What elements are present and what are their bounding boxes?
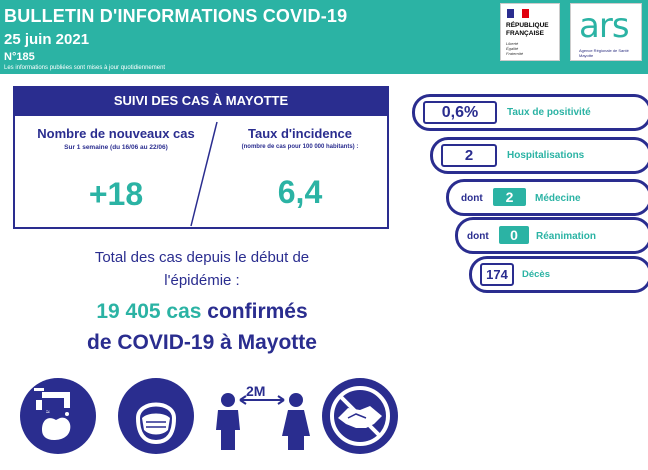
svg-text:≈: ≈ (46, 409, 50, 416)
deces-value: 174 (480, 263, 514, 286)
suivi-cas-panel: SUIVI DES CAS À MAYOTTE Nombre de nouvea… (13, 86, 389, 229)
confirmed-cases: 19 405 cas confirmés de COVID-19 à Mayot… (87, 300, 317, 354)
medecine-value: 2 (493, 188, 526, 206)
social-distance-icon: 2M (212, 378, 312, 456)
distance-label: 2M (246, 383, 265, 399)
bulletin-date: 25 juin 2021 (4, 31, 90, 48)
medecine-label: Médecine (535, 193, 581, 204)
total-cases-text: Total des cas depuis le début de l'épidé… (94, 249, 310, 289)
republique-francaise-logo: RÉPUBLIQUE FRANÇAISE Liberté Égalité Fra… (500, 3, 560, 61)
no-handshake-icon (322, 378, 398, 454)
french-flag-icon (507, 9, 529, 18)
new-cases-label: Nombre de nouveaux cas (37, 126, 195, 141)
positivity-label: Taux de positivité (507, 107, 591, 118)
medecine-pill: dont 2 Médecine (446, 179, 648, 216)
ars-logo: ars Agence Régionale de Santé Mayotte (570, 3, 642, 61)
deces-pill: 174 Décès (469, 256, 648, 293)
face-mask-icon (118, 378, 194, 454)
incidence-label: Taux d'incidence (248, 126, 352, 141)
incidence-sub: (nombre de cas pour 100 000 habitants) : (241, 144, 359, 150)
reanimation-pill: dont 0 Réanimation (455, 217, 648, 254)
bulletin-number: N°185 (4, 51, 35, 63)
positivity-pill: 0,6% Taux de positivité (412, 94, 648, 131)
hospital-value: 2 (441, 144, 497, 167)
reanimation-label: Réanimation (536, 231, 597, 242)
confirmed-count: 19 405 cas (96, 300, 202, 323)
hand-washing-icon: ≈ (20, 378, 96, 454)
suivi-banner: SUIVI DES CAS À MAYOTTE (13, 86, 389, 116)
medecine-dont: dont (461, 193, 483, 204)
hospital-label: Hospitalisations (507, 150, 585, 161)
bulletin-title: BULLETIN D'INFORMATIONS COVID-19 (4, 6, 348, 26)
panel-divider (190, 121, 218, 227)
bulletin-note: Les informations publiées sont mises à j… (4, 65, 166, 71)
new-cases-period: Sur 1 semaine (du 16/06 au 22/06) (64, 144, 168, 151)
hospital-pill: 2 Hospitalisations (430, 137, 648, 174)
header-banner: BULLETIN D'INFORMATIONS COVID-19 25 juin… (0, 0, 648, 74)
reanimation-dont: dont (467, 231, 489, 242)
reanimation-value: 0 (499, 226, 529, 244)
incidence-value: 6,4 (277, 174, 323, 210)
deces-label: Décès (522, 269, 550, 280)
new-cases-value: +18 (88, 176, 144, 212)
positivity-value: 0,6% (423, 101, 497, 124)
